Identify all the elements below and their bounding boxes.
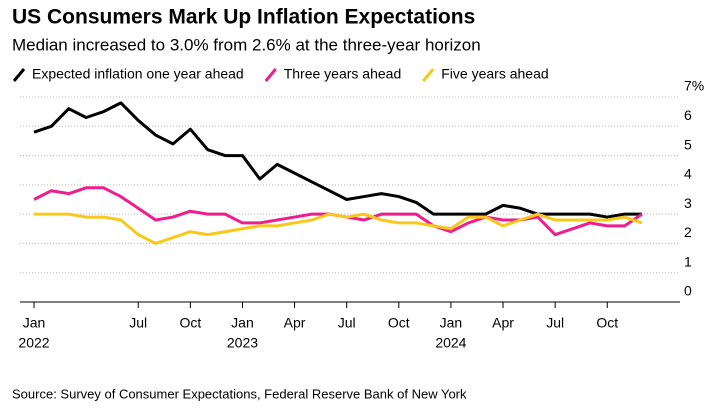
y-tick-label: 0	[684, 283, 692, 299]
x-tick-label: Oct	[596, 315, 618, 331]
x-tick-label: Jul	[546, 315, 564, 331]
y-tick-label: 7%	[684, 78, 704, 94]
series-line	[34, 212, 643, 245]
source: Source: Survey of Consumer Expectations,…	[12, 386, 467, 401]
x-tick-label: Jul	[129, 315, 147, 331]
legend-label: Expected inflation one year ahead	[32, 66, 244, 82]
y-tick-label: 4	[684, 166, 692, 182]
x-tick-label: Jan	[231, 315, 254, 331]
legend-label: Five years ahead	[441, 66, 548, 82]
y-tick-label: 3	[684, 195, 692, 211]
x-tick-label: Jan	[23, 315, 46, 331]
x-tick-label: Jul	[338, 315, 356, 331]
legend-swatch	[264, 68, 277, 82]
y-tick-label: 5	[684, 136, 692, 152]
x-tick-label: Jan	[440, 315, 463, 331]
x-year-label: 2022	[18, 335, 49, 351]
x-year-label: 2024	[435, 335, 466, 351]
legend-swatch	[422, 68, 435, 82]
x-tick-label: Oct	[179, 315, 201, 331]
chart-title: US Consumers Mark Up Inflation Expectati…	[12, 6, 475, 29]
x-year-label: 2023	[227, 335, 258, 351]
x-tick-label: Oct	[388, 315, 410, 331]
y-tick-label: 1	[684, 253, 692, 269]
y-tick-label: 2	[684, 224, 692, 240]
legend-label: Three years ahead	[284, 66, 402, 82]
x-tick-label: Apr	[284, 315, 306, 331]
y-tick-label: 6	[684, 107, 692, 123]
chart-subtitle: Median increased to 3.0% from 2.6% at th…	[12, 35, 481, 54]
legend-swatch	[12, 68, 26, 82]
x-tick-label: Apr	[492, 315, 514, 331]
